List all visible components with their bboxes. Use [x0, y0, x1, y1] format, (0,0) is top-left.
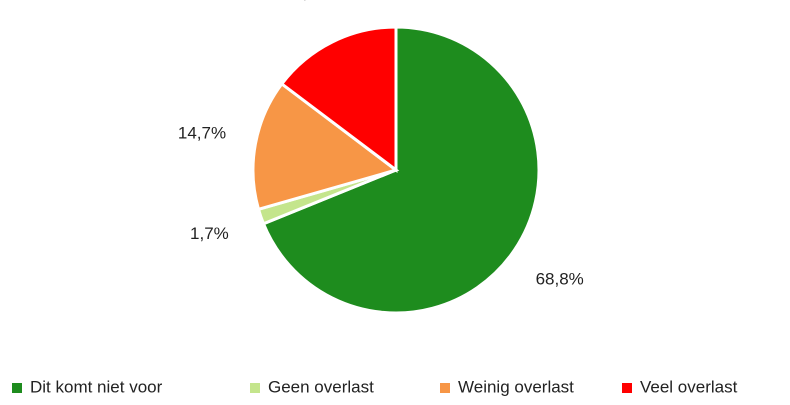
pie-slice [279, 25, 398, 174]
legend-swatch [12, 383, 22, 393]
data-label: 14,7% [178, 123, 226, 142]
data-label: 1,7% [190, 224, 229, 243]
legend-label: Veel overlast [640, 377, 738, 396]
legend-label: Weinig overlast [458, 377, 574, 396]
legend-swatch [250, 383, 260, 393]
legend-swatch [622, 383, 632, 393]
legend-swatch [440, 383, 450, 393]
legend-label: Dit komt niet voor [30, 377, 163, 396]
data-label: 68,8% [536, 270, 584, 289]
legend-label: Geen overlast [268, 377, 374, 396]
data-label: 14,7% [284, 0, 332, 2]
pie-slice [261, 25, 541, 315]
pie-slice [251, 81, 400, 212]
